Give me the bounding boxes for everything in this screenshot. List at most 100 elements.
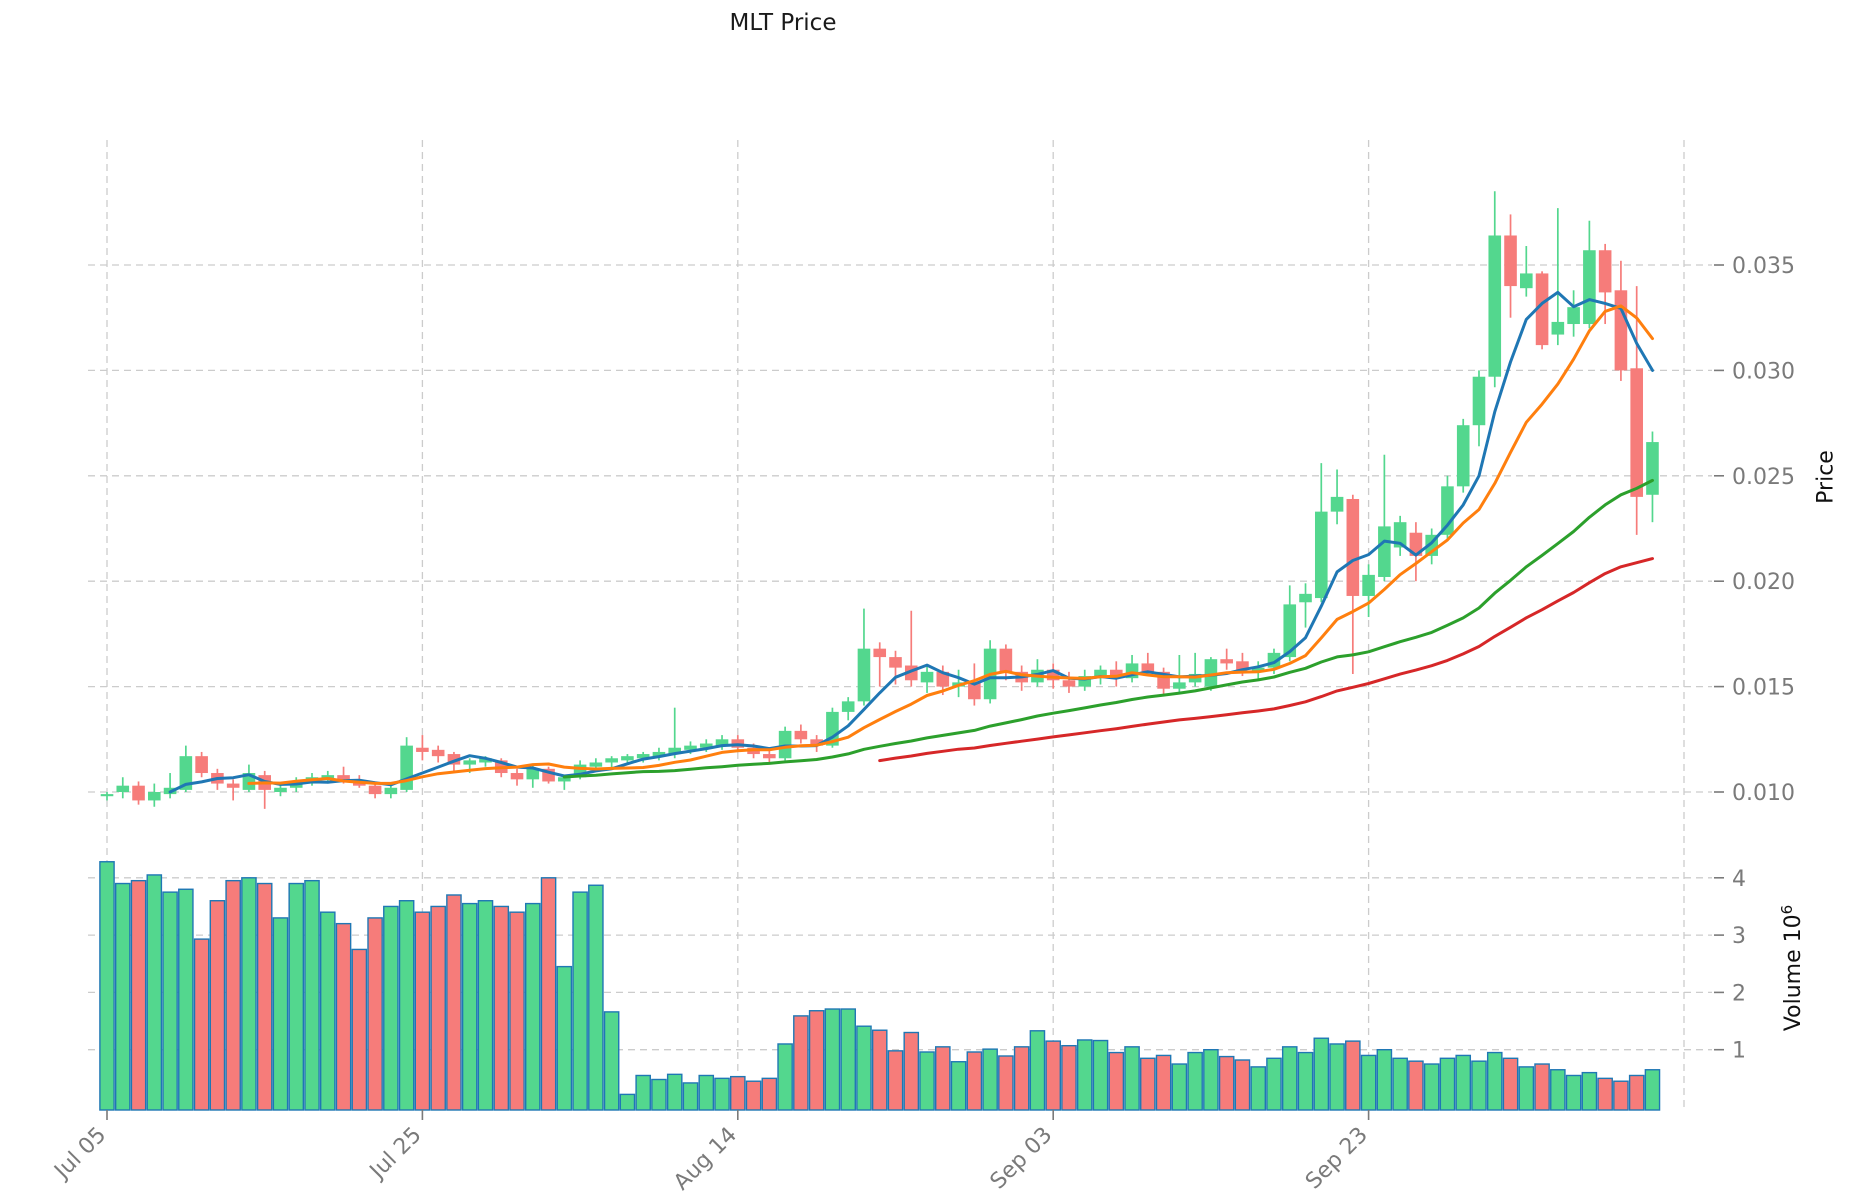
candle-body [589, 762, 603, 767]
price-tick-label: 0.010 [1732, 781, 1795, 806]
candle-body [920, 671, 934, 683]
candle-body [1236, 661, 1249, 670]
candle-body [1109, 669, 1123, 679]
volume-bar [430, 905, 446, 1111]
x-tick-label: Jul 25 [364, 1123, 427, 1186]
volume-bar [493, 905, 510, 1111]
volume-bar [225, 879, 241, 1111]
volume-bar [1471, 1060, 1487, 1111]
ma30-polyline [562, 478, 1654, 779]
volume-bar [730, 1075, 746, 1111]
candle-body [1330, 496, 1344, 512]
candle-body [1520, 273, 1533, 289]
volume-tick-label: 2 [1732, 981, 1746, 1006]
volume-bar [1250, 1066, 1267, 1111]
candle-body [1362, 574, 1375, 596]
candle-body [684, 745, 697, 750]
candle-body [1567, 307, 1580, 325]
candle-body [621, 756, 634, 761]
candle-body [605, 758, 618, 763]
volume-bar [351, 948, 368, 1111]
volume-bar [966, 1051, 983, 1111]
candle-body [463, 760, 477, 765]
chart-title: MLT Price [729, 10, 837, 36]
volume-bar [1281, 1046, 1298, 1111]
volume-axis-label: Volume 106 [1778, 905, 1806, 1031]
candle-body [1630, 368, 1643, 497]
candle-body [195, 756, 208, 774]
volume-bar [193, 938, 210, 1111]
candle-body [999, 648, 1013, 672]
volume-tick-labels: 4 3 2 1 [1714, 867, 1746, 1064]
volume-bar [1155, 1054, 1172, 1111]
volume-bar [714, 1077, 730, 1111]
volume-bar [256, 882, 273, 1111]
volume-axis-label-exponent: 6 [1777, 904, 1796, 915]
volume-bar [856, 1025, 872, 1111]
candle-body [1583, 250, 1596, 325]
volume-bar [572, 891, 588, 1111]
candle-body [968, 682, 981, 700]
volume-bar [1518, 1066, 1535, 1111]
volume-bar [1140, 1057, 1156, 1111]
price-axis-label: Price [1813, 450, 1839, 504]
volume-bar [588, 884, 604, 1111]
candle-body [873, 648, 887, 658]
volume-bar [1108, 1051, 1125, 1111]
volume-bar [998, 1055, 1014, 1111]
ma-line-ma30 [562, 478, 1654, 779]
candle-body [400, 745, 413, 790]
candle-body [510, 773, 524, 780]
volume-bar [982, 1048, 998, 1111]
volume-bar [682, 1082, 699, 1111]
candle-body [1283, 604, 1297, 658]
candle-body [857, 648, 871, 702]
volume-bar [793, 1015, 809, 1111]
volume-bar [130, 879, 147, 1111]
candle-body [1173, 682, 1186, 689]
x-tick-label: Jul 05 [49, 1123, 112, 1186]
volume-bar [556, 965, 573, 1111]
volume-bar [1266, 1057, 1282, 1111]
ma-line-ma5 [168, 290, 1654, 794]
volume-bar [1565, 1074, 1582, 1111]
candle-body [1299, 593, 1312, 603]
volume-bar [1234, 1059, 1251, 1111]
candle-body [431, 749, 445, 757]
volume-bar [319, 911, 336, 1111]
price-tick-label: 0.020 [1732, 570, 1795, 595]
candle-body [179, 756, 193, 790]
candlesticks [100, 191, 1659, 809]
volume-bar [635, 1074, 651, 1111]
volume-bar [666, 1073, 683, 1111]
volume-bar [1534, 1063, 1550, 1111]
volume-bar [1360, 1054, 1377, 1111]
volume-bar [1313, 1037, 1330, 1111]
volume-bar [414, 911, 431, 1111]
volume-bar [1423, 1063, 1440, 1111]
candle-body [384, 787, 398, 795]
candle-body [132, 785, 145, 801]
volume-bar [1124, 1046, 1140, 1111]
volume-bar [1502, 1057, 1519, 1111]
candle-body [652, 751, 666, 757]
volume-bar [1455, 1054, 1472, 1111]
candle-body [447, 754, 461, 765]
candle-body [1204, 659, 1218, 687]
volume-bar [398, 900, 415, 1111]
volume-bar [777, 1043, 793, 1111]
x-tick-label: Aug 14 [669, 1123, 742, 1196]
volume-bar [887, 1050, 904, 1111]
candle-body [116, 785, 130, 792]
candle-body [763, 754, 776, 759]
candle-body [1220, 659, 1233, 664]
volume-bar [1329, 1043, 1345, 1111]
volume-bar [304, 879, 320, 1111]
candle-body [1314, 511, 1328, 599]
candle-body [100, 794, 114, 797]
volume-bar [950, 1061, 967, 1111]
volume-bar [272, 917, 289, 1111]
price-tick-label: 0.025 [1732, 465, 1795, 490]
volume-bar [761, 1077, 778, 1111]
volume-bars [99, 861, 1661, 1111]
